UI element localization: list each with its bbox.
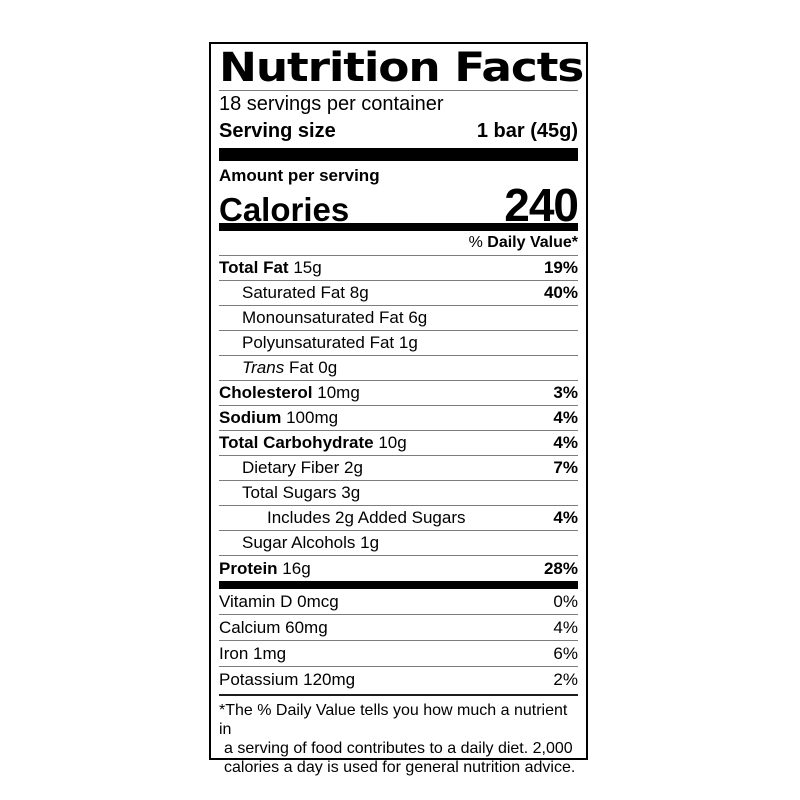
row-dietary-fiber: Dietary Fiber 2g 7% (219, 456, 578, 481)
row-protein: Protein 16g 28% (219, 556, 578, 581)
thick-bar-top (219, 148, 578, 161)
daily-value-header: % Daily Value* (219, 231, 578, 256)
row-total-fat: Total Fat 15g 19% (219, 256, 578, 281)
footnote-line: a serving of food contributes to a daily… (224, 740, 573, 757)
nutrient-name: Total Fat (219, 258, 289, 277)
nutrient-name: Includes 2g Added Sugars (267, 508, 466, 527)
nutrient-dv: 3% (553, 383, 578, 402)
nutrient-dv: 19% (543, 258, 578, 277)
nutrient-dv: 7% (553, 458, 578, 477)
nutrient-name: Total Sugars (242, 483, 337, 502)
nutrition-facts-label: Nutrition Facts 18 servings per containe… (209, 42, 588, 776)
row-iron: Iron 1mg 6% (219, 641, 578, 667)
daily-value-footnote: *The % Daily Value tells you how much a … (219, 701, 578, 777)
nutrient-amount: 0g (318, 358, 338, 377)
nutrient-amount: 10mg (317, 383, 360, 402)
footnote-line: *The % Daily Value tells you how much a … (219, 702, 568, 738)
nutrient-name: Saturated Fat (242, 283, 346, 302)
serving-size-value: 1 bar (45g) (476, 120, 578, 142)
row-cholesterol: Cholesterol 10mg 3% (219, 381, 578, 406)
row-saturated-fat: Saturated Fat 8g 40% (219, 281, 578, 306)
serving-size-row: Serving size 1 bar (45g) (219, 118, 578, 144)
calories-value: 240 (504, 179, 579, 231)
nutrient-amount: 100mg (286, 408, 339, 427)
nutrient-amount: 1g (360, 533, 380, 552)
row-total-carbohydrate: Total Carbohydrate 10g 4% (219, 431, 578, 456)
vitamin-amount: 0mcg (297, 592, 339, 611)
daily-value-percent-sign: % (468, 234, 483, 251)
nutrient-dv: 4% (553, 508, 578, 527)
calories-row: Calories 240 (219, 179, 579, 231)
vitamin-name: Iron (219, 644, 249, 663)
nutrient-dv: 40% (543, 283, 578, 302)
nutrient-amount: 3g (341, 483, 361, 502)
row-total-sugars: Total Sugars 3g (219, 481, 578, 506)
vitamin-dv: 6% (553, 644, 578, 663)
title-divider (219, 90, 578, 91)
calories-label: Calories (219, 191, 350, 228)
row-calcium: Calcium 60mg 4% (219, 615, 578, 641)
vitamin-name: Vitamin D (219, 592, 293, 611)
row-added-sugars: Includes 2g Added Sugars 4% (219, 506, 578, 531)
row-polyunsaturated-fat: Polyunsaturated Fat 1g (219, 331, 578, 356)
footnote-divider (219, 694, 578, 696)
vitamin-dv: 2% (553, 670, 578, 689)
nutrient-amount: 1g (398, 333, 418, 352)
nutrient-name: Polyunsaturated Fat (242, 333, 395, 352)
nutrient-name-italic: Trans (242, 358, 285, 377)
row-sugar-alcohols: Sugar Alcohols 1g (219, 531, 578, 556)
nutrient-amount: 8g (349, 283, 369, 302)
vitamin-name: Calcium (219, 618, 281, 637)
vitamin-amount: 1mg (253, 644, 287, 663)
nutrient-amount: 6g (408, 308, 428, 327)
row-monounsaturated-fat: Monounsaturated Fat 6g (219, 306, 578, 331)
nutrient-amount: 15g (293, 258, 322, 277)
nutrient-dv: 28% (543, 559, 578, 578)
row-potassium: Potassium 120mg 2% (219, 667, 578, 693)
vitamin-dv: 4% (553, 618, 578, 637)
daily-value-header-label: Daily Value* (487, 234, 578, 251)
nutrient-dv: 4% (553, 408, 578, 427)
nutrient-name: Fat (288, 358, 314, 377)
vitamin-amount: 60mg (285, 618, 328, 637)
nutrient-amount: 10g (378, 433, 407, 452)
nutrient-name: Protein (219, 559, 278, 578)
servings-per-container: 18 servings per container (219, 93, 444, 115)
nutrient-dv: 4% (553, 433, 578, 452)
row-vitamin-d: Vitamin D 0mcg 0% (219, 589, 578, 615)
amount-per-serving-label: Amount per serving (219, 166, 380, 185)
nutrient-name: Monounsaturated Fat (242, 308, 404, 327)
nutrient-name: Cholesterol (219, 383, 313, 402)
vitamin-amount: 120mg (303, 670, 356, 689)
vitamin-dv: 0% (553, 592, 578, 611)
nutrient-name: Sugar Alcohols (242, 533, 356, 552)
nutrient-name: Total Carbohydrate (219, 433, 374, 452)
vitamin-name: Potassium (219, 670, 299, 689)
row-sodium: Sodium 100mg 4% (219, 406, 578, 431)
protein-divider-bar (219, 581, 578, 589)
serving-size-label: Serving size (219, 120, 336, 142)
calories-divider-bar (219, 223, 578, 231)
label-title: Nutrition Facts (219, 45, 584, 91)
nutrient-amount: 16g (282, 559, 311, 578)
nutrient-name: Dietary Fiber (242, 458, 340, 477)
nutrient-name: Sodium (219, 408, 282, 427)
row-trans-fat: Trans Fat 0g (219, 356, 578, 381)
footnote-line: calories a day is used for general nutri… (224, 759, 576, 776)
nutrient-amount: 2g (344, 458, 363, 477)
